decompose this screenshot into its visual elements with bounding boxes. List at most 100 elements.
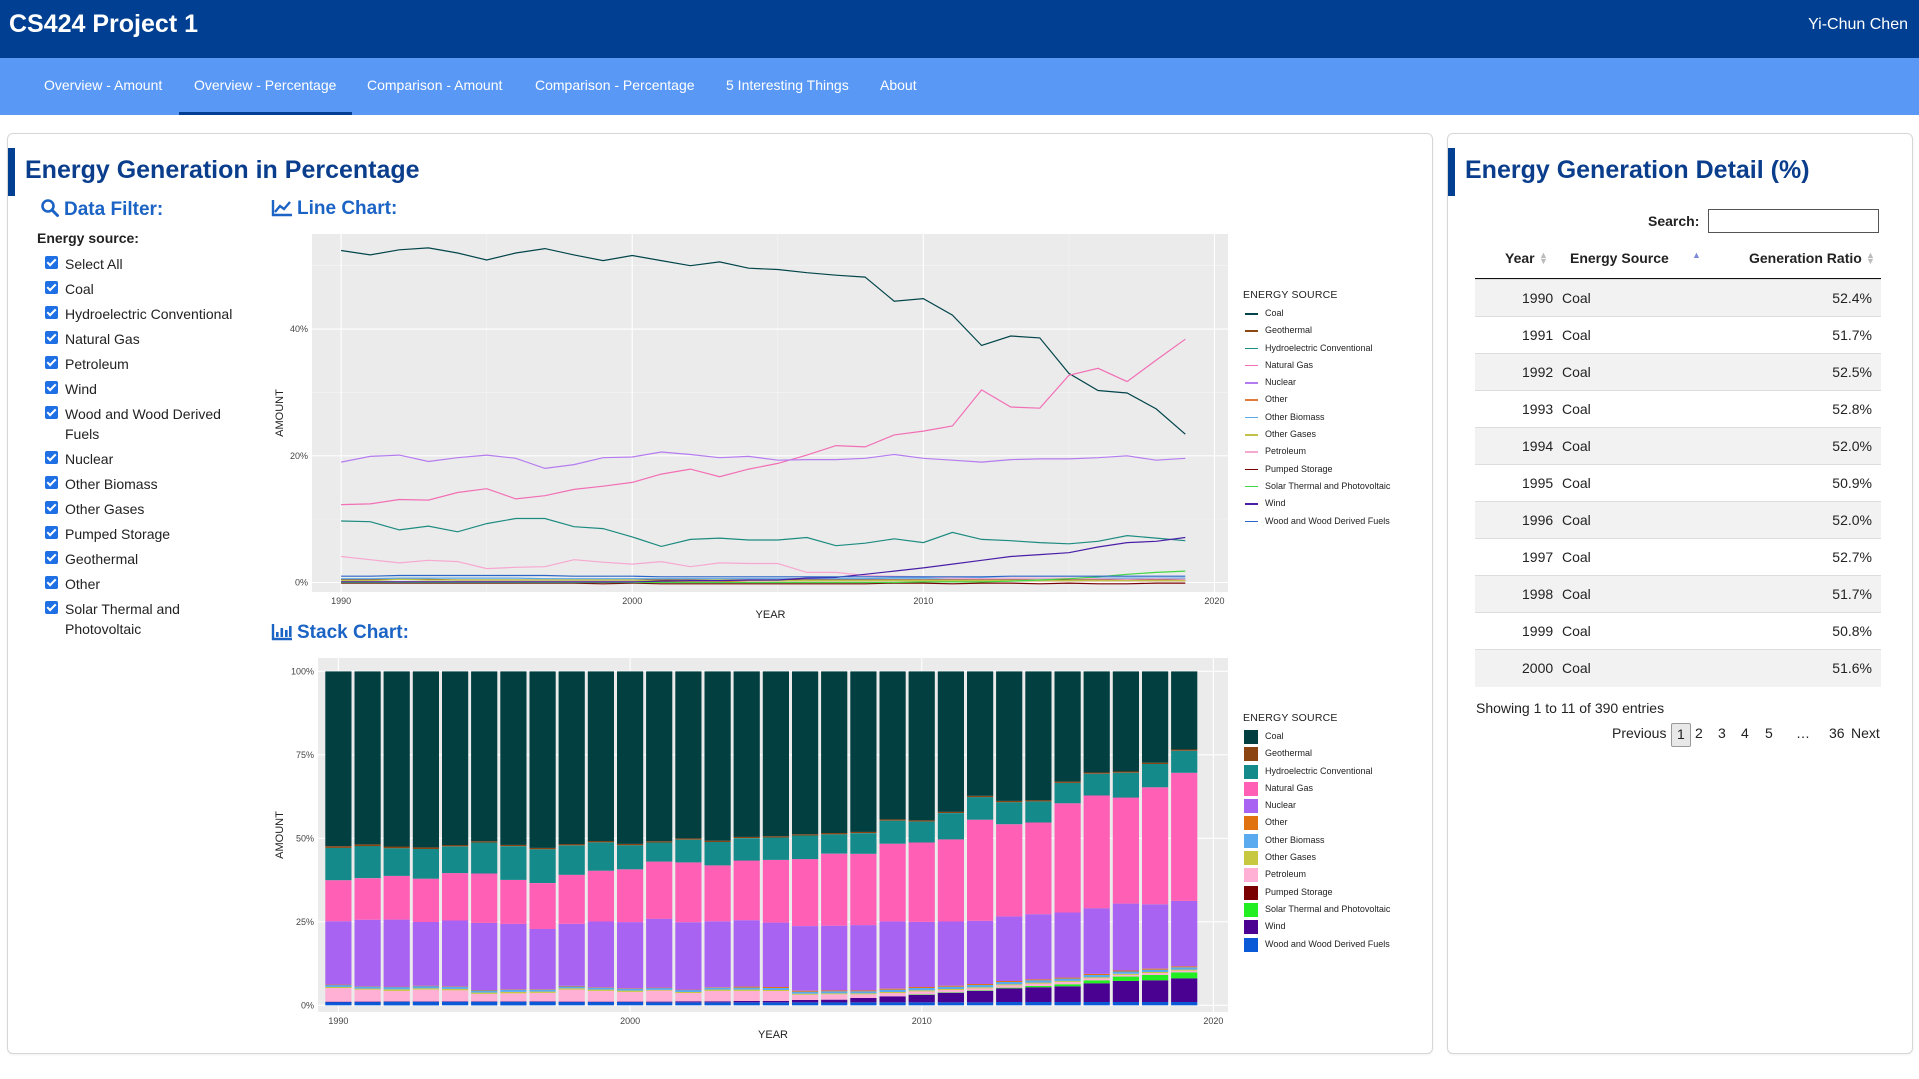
table-row[interactable]: 1995 Coal 50.9% (1475, 464, 1881, 502)
stack-segment (821, 833, 848, 835)
checkbox-icon[interactable] (45, 476, 58, 489)
stack-segment (996, 988, 1023, 1002)
checkbox-icon[interactable] (45, 331, 58, 344)
stack-segment (325, 847, 352, 881)
stack-segment (1142, 764, 1169, 788)
stack-segment (967, 990, 994, 1003)
table-row[interactable]: 1997 Coal 52.7% (1475, 538, 1881, 576)
stack-segment (937, 985, 964, 987)
legend-label: Other Biomass (1265, 411, 1325, 422)
stack-segment (383, 1001, 410, 1002)
stack-segment (967, 1002, 994, 1006)
tab-about[interactable]: About (880, 77, 917, 93)
checkbox-label: Coal (65, 281, 94, 297)
tab-overview-percentage[interactable]: Overview - Percentage (179, 58, 352, 115)
sort-icon[interactable]: ▲ ▼ (1539, 250, 1548, 266)
stack-segment (1083, 773, 1110, 796)
table-row[interactable]: 2000 Coal 51.6% (1475, 649, 1881, 687)
tab-comparison-amount[interactable]: Comparison - Amount (367, 77, 503, 93)
stack-segment (558, 845, 585, 875)
pagination-page-36[interactable]: 36 (1829, 725, 1845, 741)
stack-segment (792, 990, 819, 992)
checkbox-icon[interactable] (45, 306, 58, 319)
table-row[interactable]: 1990 Coal 52.4% (1475, 279, 1881, 317)
detail-panel-title: Energy Generation Detail (%) (1448, 148, 1810, 196)
x-axis-label: YEAR (758, 1029, 788, 1041)
x-tick-label: 2020 (1204, 596, 1224, 606)
legend-swatch (1245, 416, 1258, 419)
x-tick-label: 2010 (912, 1016, 932, 1026)
stack-segment (646, 990, 673, 1002)
checkbox-icon[interactable] (45, 406, 58, 419)
column-header-energy-source[interactable]: Energy Source (1570, 250, 1669, 266)
column-header-label: Energy Source (1570, 250, 1669, 266)
checkbox-icon[interactable] (45, 451, 58, 464)
stack-segment (558, 986, 585, 987)
pagination-next-button[interactable]: Next (1851, 725, 1880, 741)
tab-5-interesting-things[interactable]: 5 Interesting Things (726, 77, 849, 93)
stack-segment (558, 1002, 585, 1006)
pagination-previous-button[interactable]: Previous (1612, 725, 1667, 741)
stack-segment (821, 993, 848, 995)
stack-segment (383, 986, 410, 988)
table-row[interactable]: 1996 Coal 52.0% (1475, 501, 1881, 539)
stack-segment (1025, 986, 1052, 988)
pagination-page-4[interactable]: 4 (1741, 725, 1749, 741)
stack-segment (383, 1001, 410, 1006)
pagination-page-3[interactable]: 3 (1718, 725, 1726, 741)
stack-segment (850, 990, 877, 992)
stack-segment (471, 1001, 498, 1002)
checkbox-icon[interactable] (45, 256, 58, 269)
table-row[interactable]: 1992 Coal 52.5% (1475, 353, 1881, 391)
stack-segment (762, 988, 789, 990)
legend-item: Other Biomass (1243, 409, 1390, 426)
table-row[interactable]: 1994 Coal 52.0% (1475, 427, 1881, 465)
stack-segment (325, 987, 352, 988)
stack-segment (354, 986, 381, 987)
stack-segment (1171, 966, 1198, 968)
column-header-generation-ratio[interactable]: Generation Ratio (1749, 250, 1862, 266)
checkbox-icon[interactable] (45, 356, 58, 369)
stack-segment (908, 821, 935, 843)
stack-segment (733, 671, 760, 837)
stack-segment (354, 878, 381, 920)
table-row[interactable]: 1998 Coal 51.7% (1475, 575, 1881, 613)
tab-overview-amount[interactable]: Overview - Amount (44, 77, 163, 93)
stack-segment (1142, 973, 1169, 975)
stack-segment (412, 922, 439, 986)
legend-item: Other Gases (1243, 426, 1390, 443)
checkbox-label: Other Biomass (65, 476, 158, 492)
pagination-page-1[interactable]: 1 (1671, 723, 1691, 747)
checkbox-icon[interactable] (45, 381, 58, 394)
checkbox-icon[interactable] (45, 551, 58, 564)
pagination-page-5[interactable]: 5 (1765, 725, 1773, 741)
stack-segment (967, 985, 994, 988)
table-row[interactable]: 1993 Coal 52.8% (1475, 390, 1881, 428)
stack-segment (354, 986, 381, 989)
checkbox-icon[interactable] (45, 281, 58, 294)
legend-item: Solar Thermal and Photovoltaic (1243, 901, 1390, 918)
stack-segment (996, 671, 1023, 801)
stack-segment (471, 990, 498, 993)
legend-label: Petroleum (1265, 869, 1307, 880)
tab-comparison-percentage[interactable]: Comparison - Percentage (535, 77, 695, 93)
stack-segment (617, 991, 644, 1002)
checkbox-icon[interactable] (45, 576, 58, 589)
checkbox-icon[interactable] (45, 526, 58, 539)
sort-icon[interactable]: ▲ ▼ (1866, 250, 1875, 266)
y-tick-label: 40% (290, 324, 308, 334)
sort-ascending-icon[interactable]: ▲ (1692, 250, 1701, 260)
table-row[interactable]: 1991 Coal 51.7% (1475, 316, 1881, 354)
checkbox-icon[interactable] (45, 501, 58, 514)
column-header-year[interactable]: Year (1505, 250, 1535, 266)
stack-segment (1054, 978, 1081, 981)
table-row[interactable]: 1999 Coal 50.8% (1475, 612, 1881, 650)
stack-segment (1112, 974, 1139, 977)
stack-segment (1083, 975, 1110, 978)
checkbox-icon[interactable] (45, 601, 58, 614)
stack-segment (471, 671, 498, 842)
search-input[interactable] (1708, 209, 1879, 233)
pagination-page-2[interactable]: 2 (1695, 725, 1703, 741)
stack-segment (325, 880, 352, 922)
legend-label: Solar Thermal and Photovoltaic (1265, 903, 1391, 914)
